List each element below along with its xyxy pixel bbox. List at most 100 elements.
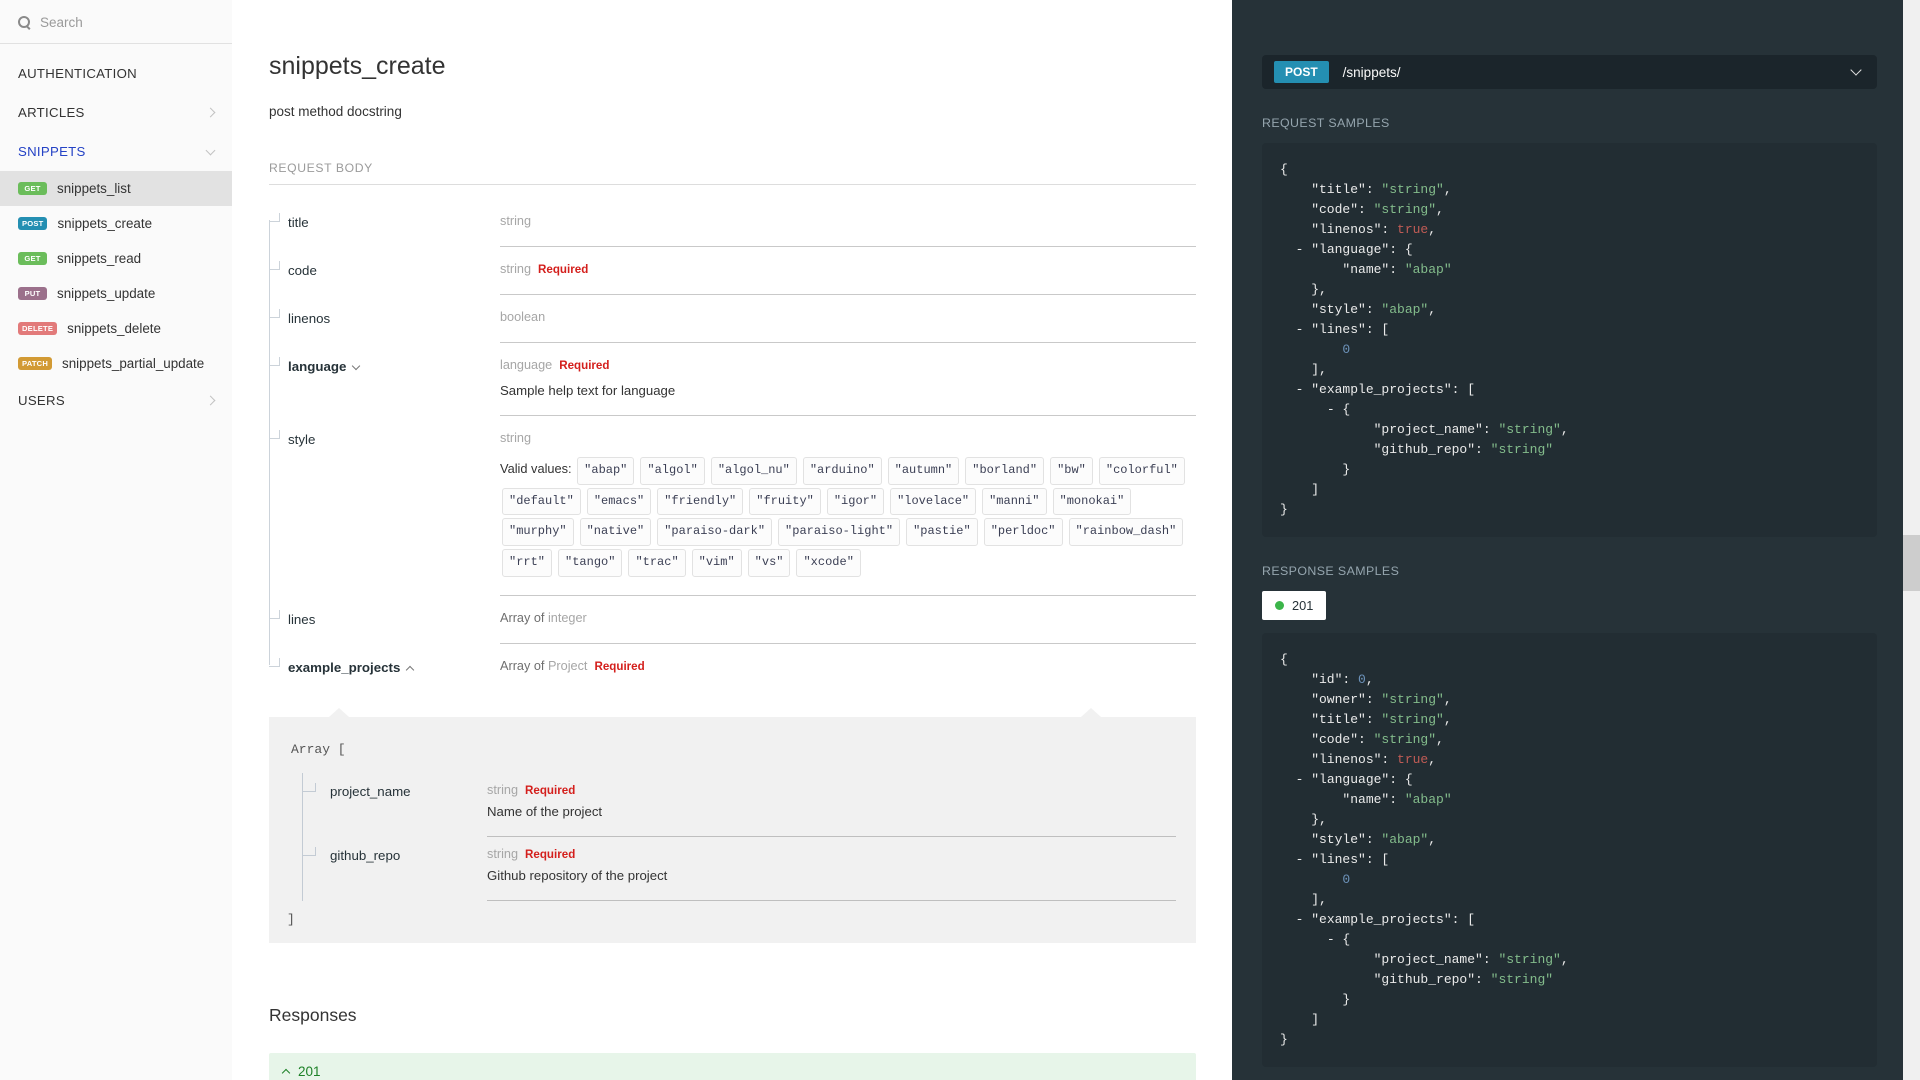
- valid-value-chip: "igor": [826, 487, 885, 516]
- sidebar-item-label: snippets_list: [57, 181, 131, 196]
- field-help-text: Sample help text for language: [500, 382, 676, 398]
- method-badge-patch: PATCH: [18, 356, 53, 371]
- response-201-banner[interactable]: 201: [269, 1052, 1196, 1080]
- endpoint-dropdown[interactable]: POST /snippets/: [1262, 55, 1877, 89]
- collapse-toggle[interactable]: -: [1326, 932, 1343, 947]
- field-type: Project: [547, 658, 588, 673]
- code-token: ,: [1428, 832, 1437, 847]
- sidebar-item-snippets_update[interactable]: PUT snippets_update: [0, 276, 232, 311]
- main-content: snippets_create post method docstring RE…: [232, 0, 1232, 1080]
- required-flag: Required: [559, 358, 610, 372]
- required-flag: Required: [525, 847, 576, 861]
- code-token: "string": [1373, 732, 1437, 747]
- scrollbar-thumb[interactable]: [1903, 535, 1920, 591]
- field-type: integer: [547, 611, 587, 626]
- field-type: string: [487, 846, 519, 861]
- search-placeholder: Search: [40, 15, 83, 30]
- valid-value-chip: "algol_nu": [710, 456, 797, 485]
- collapse-toggle[interactable]: -: [1280, 852, 1312, 867]
- code-token: }: [1280, 502, 1288, 517]
- code-token: 0: [1342, 342, 1351, 357]
- sidebar-section-users[interactable]: USERS: [0, 381, 232, 420]
- code-line: "name": "abap": [1280, 790, 1859, 810]
- operation-docstring: post method docstring: [269, 104, 402, 119]
- code-line: - "language": {: [1280, 240, 1859, 260]
- field-name-language[interactable]: language: [269, 343, 500, 416]
- code-token: }: [1280, 462, 1351, 477]
- sidebar-section-authentication[interactable]: AUTHENTICATION: [0, 54, 232, 93]
- code-line: "project_name": "string",: [1280, 420, 1859, 440]
- response-status-tab[interactable]: 201: [1262, 591, 1327, 620]
- sidebar-section-snippets[interactable]: SNIPPETS: [0, 132, 232, 171]
- field-type: Array of: [500, 611, 548, 626]
- sidebar-item-snippets_list[interactable]: GET snippets_list: [0, 171, 232, 206]
- code-line: "owner": "string",: [1280, 690, 1859, 710]
- field-desc-linenos: boolean: [500, 295, 1196, 343]
- request-body-fields: title string code string Required linenos bool…: [269, 199, 1196, 692]
- code-line: "code": "string",: [1280, 200, 1859, 220]
- field-row-github_repo: github_repo string Required Github reposito…: [303, 837, 1176, 901]
- field-help-text: Name of the project: [487, 803, 603, 819]
- collapse-up-icon: [281, 1068, 291, 1078]
- valid-value-chip: "default": [502, 487, 581, 516]
- valid-value-chip: "autumn": [887, 456, 960, 485]
- field-name-lines: lines: [269, 596, 500, 644]
- code-token: ,: [1365, 672, 1374, 687]
- field-row-project_name: project_name string Required Name of the pr…: [303, 773, 1176, 837]
- page-scrollbar[interactable]: [1903, 0, 1920, 1080]
- code-token: ,: [1428, 222, 1437, 237]
- code-token: "example_projects": [: [1311, 912, 1476, 927]
- sidebar-item-snippets_read[interactable]: GET snippets_read: [0, 241, 232, 276]
- code-token: "lines": [: [1311, 852, 1390, 867]
- valid-value-chip: "bw": [1050, 456, 1093, 485]
- code-token: [1280, 402, 1327, 417]
- valid-value-chip: "algol": [640, 456, 705, 485]
- search-input[interactable]: Search: [0, 0, 232, 44]
- sidebar-item-snippets_create[interactable]: POST snippets_create: [0, 206, 232, 241]
- status-dot-icon: [1275, 601, 1284, 610]
- code-line: - "lines": [: [1280, 320, 1859, 340]
- collapse-toggle[interactable]: -: [1280, 242, 1312, 257]
- code-token: "lines": [: [1311, 322, 1390, 337]
- valid-value-chip: "perldoc": [983, 518, 1063, 547]
- valid-value-chip: "lovelace": [890, 487, 977, 516]
- code-token: true: [1397, 752, 1429, 767]
- collapse-toggle[interactable]: -: [1280, 382, 1312, 397]
- code-line: - "language": {: [1280, 770, 1859, 790]
- code-token: "project_name":: [1280, 422, 1499, 437]
- field-name-style: style: [269, 416, 500, 596]
- sidebar-item-label: snippets_partial_update: [62, 356, 205, 371]
- field-desc-project_name: string Required Name of the project: [487, 773, 1176, 837]
- code-token: "string": [1373, 202, 1437, 217]
- request-samples-label: REQUEST SAMPLES: [1262, 116, 1390, 130]
- code-token: ,: [1443, 182, 1452, 197]
- collapse-toggle[interactable]: -: [1326, 402, 1343, 417]
- code-token: "code":: [1280, 732, 1374, 747]
- code-token: },: [1280, 282, 1327, 297]
- field-row-linenos: linenos boolean: [269, 295, 1196, 343]
- code-token: {: [1342, 932, 1351, 947]
- array-items-panel: Array [ project_name string Required Name o…: [269, 707, 1196, 943]
- collapse-toggle[interactable]: -: [1280, 912, 1312, 927]
- sidebar: Search AUTHENTICATION ARTICLES SNIPPETS GET…: [0, 0, 232, 1080]
- field-name-example_projects[interactable]: example_projects: [269, 644, 500, 692]
- collapse-toggle[interactable]: -: [1280, 322, 1312, 337]
- collapse-toggle[interactable]: -: [1280, 772, 1312, 787]
- field-name-title: title: [269, 199, 500, 247]
- field-type: string: [500, 214, 532, 228]
- code-line: }: [1280, 1030, 1859, 1050]
- code-token: "code":: [1280, 202, 1374, 217]
- code-line: - "example_projects": [: [1280, 380, 1859, 400]
- valid-value-chip: "xcode": [796, 549, 861, 578]
- code-line: "linenos": true,: [1280, 220, 1859, 240]
- sidebar-item-snippets_delete[interactable]: DELETE snippets_delete: [0, 311, 232, 346]
- sidebar-section-articles[interactable]: ARTICLES: [0, 93, 232, 132]
- valid-value-chip: "paraiso-light": [778, 518, 901, 547]
- request-body-label: REQUEST BODY: [269, 161, 1196, 185]
- search-icon: [18, 16, 31, 29]
- field-row-lines: lines Array of integer: [269, 596, 1196, 644]
- code-token: },: [1280, 812, 1327, 827]
- sidebar-item-snippets_partial_update[interactable]: PATCH snippets_partial_update: [0, 346, 232, 381]
- code-token: ,: [1428, 752, 1437, 767]
